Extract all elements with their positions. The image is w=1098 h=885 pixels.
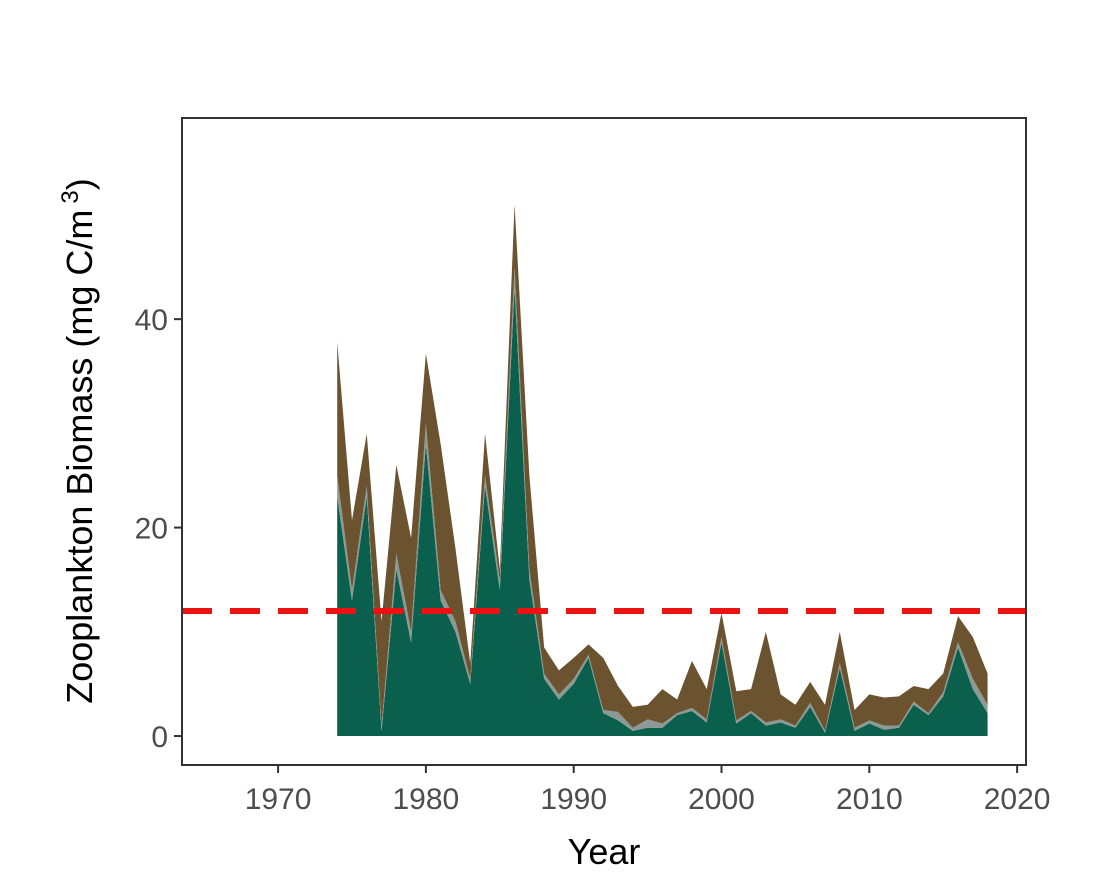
area [337,287,988,737]
x-tick-label: 2000 [688,783,755,816]
x-tick-label: 2010 [836,783,903,816]
y-axis-title-main: Zooplankton Biomass (mg C/m [59,210,100,704]
x-axis-title: Year [568,831,641,872]
y-axis-title-end: ) [59,178,100,190]
y-axis-title-sup: 3 [57,190,84,203]
x-tick-label: 1980 [393,783,460,816]
plot-border [181,117,1027,766]
y-tick-label: 40 [135,304,168,337]
x-tick-label: 2020 [984,783,1051,816]
y-tick-label: 0 [151,721,168,754]
y-axis-title: Zooplankton Biomass (mg C/m 3) [57,178,100,704]
x-tick-label: 1990 [540,783,607,816]
x-tick-label: 1970 [245,783,312,816]
y-tick-label: 20 [135,513,168,546]
